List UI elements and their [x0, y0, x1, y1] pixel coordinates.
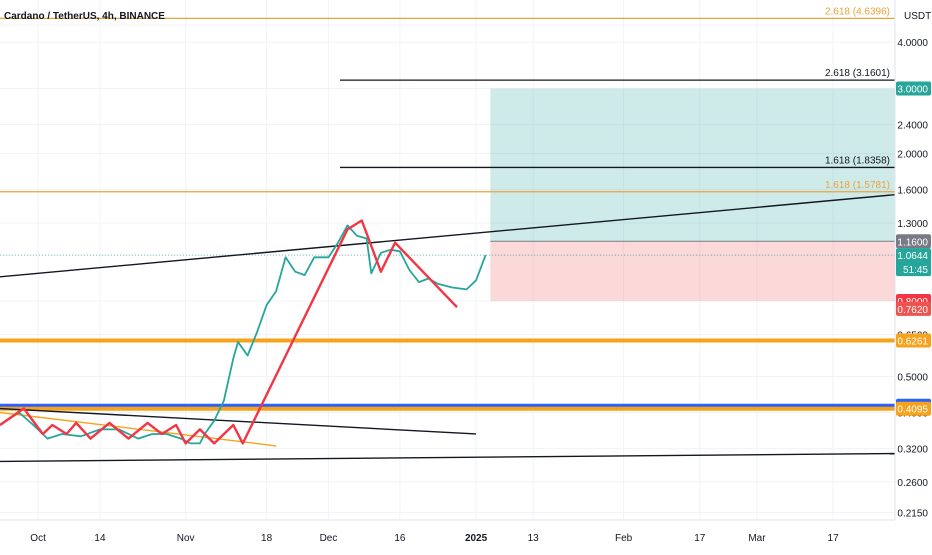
zigzag-pattern: [0, 219, 458, 445]
price-badge-label-1: 1.1600: [897, 237, 928, 248]
price-badge-label-7: 0.4095: [897, 405, 928, 416]
countdown-label: 51:45: [903, 265, 928, 276]
position-zones: [490, 88, 895, 302]
y-tick-label: 0.2150: [897, 508, 928, 519]
y-tick-label: 2.0000: [897, 150, 928, 161]
y-tick-label: 0.5000: [897, 373, 928, 384]
x-tick-label: Oct: [30, 533, 46, 544]
x-tick-label: 18: [261, 533, 273, 544]
trend-line-2: [0, 407, 477, 435]
y-tick-label: 0.2600: [897, 478, 928, 489]
x-tick-label: Feb: [615, 533, 633, 544]
horizontal-levels: [0, 17, 895, 411]
price-badge-0: [896, 81, 931, 96]
x-tick-label: 2025: [465, 533, 488, 544]
grid: [0, 0, 895, 520]
x-tick-label: Dec: [320, 533, 338, 544]
price-badge-1: [896, 234, 931, 249]
trend-line-1: [0, 452, 896, 463]
price-badge-label-5: 0.6261: [897, 336, 928, 347]
price-badge-label-2: 1.0644: [897, 251, 928, 262]
x-tick-label: 13: [528, 533, 540, 544]
trend-line-0: [0, 193, 896, 278]
y-tick-label: 1.3000: [897, 219, 928, 230]
fib-label-1: 2.618 (3.1601): [825, 68, 890, 79]
price-line: [0, 224, 487, 445]
fib-labels: 2.618 (4.6396) 2.618 (3.1601) 1.618 (1.835…: [825, 6, 890, 190]
x-tick-label: Nov: [177, 533, 195, 544]
chart-title: Cardano / TetherUS, 4h, BINANCE: [4, 11, 165, 22]
price-badge-7: [896, 401, 931, 416]
profit-zone: [490, 88, 895, 242]
fib-label-3: 1.618 (1.5781): [825, 180, 890, 191]
y-tick-label: 4.0000: [897, 38, 928, 49]
x-axis[interactable]: Oct 14 Nov 18 Dec 16 2025 13 Feb 17 Mar 17: [30, 533, 839, 544]
y-tick-label: 1.6000: [897, 186, 928, 197]
price-badges: 3.00001.16001.064451:450.80000.76200.626…: [896, 81, 931, 416]
price-series: [0, 224, 487, 445]
loss-zone: [490, 241, 895, 302]
currency-label: USDT: [904, 11, 931, 22]
y-tick-label: 2.4000: [897, 120, 928, 131]
fib-label-0: 2.618 (4.6396): [825, 6, 890, 17]
price-badge-4: [896, 301, 931, 316]
x-tick-label: 16: [394, 533, 406, 544]
price-badge-5: [896, 333, 931, 348]
price-badge-label-4: 0.7620: [897, 305, 928, 316]
x-tick-label: 17: [828, 533, 840, 544]
x-tick-label: Mar: [748, 533, 766, 544]
x-tick-label: 14: [94, 533, 106, 544]
price-badge-label-0: 3.0000: [897, 84, 928, 95]
zigzag-line: [0, 219, 458, 445]
x-tick-label: 17: [694, 533, 706, 544]
price-badge-2: [896, 248, 931, 277]
y-tick-label: 0.3200: [897, 444, 928, 455]
fib-label-2: 1.618 (1.8358): [825, 155, 890, 166]
